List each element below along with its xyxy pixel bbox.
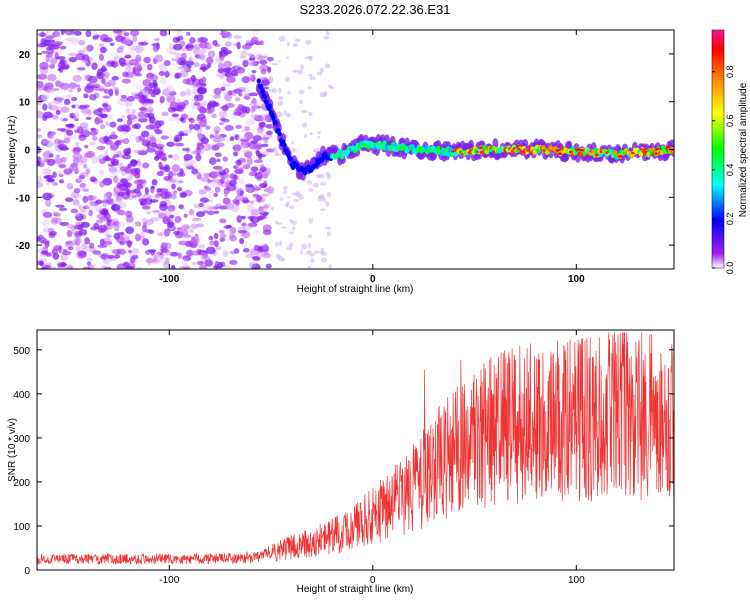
y-tick-label: 300 (13, 434, 30, 445)
x-tick-label: 0 (370, 274, 376, 285)
colorbar-tick-label: 0.4 (725, 164, 735, 177)
spectrogram-blobs (37, 30, 674, 269)
colorbar-gradient (711, 29, 725, 269)
y-tick-label: 0 (24, 566, 30, 577)
y-tick-label: -20 (16, 241, 31, 252)
y-tick-label: 20 (19, 50, 31, 61)
y-tick-label: 400 (13, 390, 30, 401)
snr-panel: -100 0 100 0 100 200 300 400 500 Height of strai… (7, 329, 675, 595)
spectrogram-xlabel: Height of straight line (km) (297, 284, 414, 295)
x-tick-label: 0 (370, 575, 376, 586)
colorbar-tick-label: 0.0 (725, 262, 735, 275)
colorbar-label: Normalized spectral amplitude (738, 82, 749, 217)
x-tick-label: -100 (159, 575, 179, 586)
colorbar-tick-label: 0.6 (725, 115, 735, 128)
figure-title: S233.2026.072.22.36.E31 (299, 2, 450, 17)
y-tick-label: 200 (13, 478, 30, 489)
y-tick-label: 0 (24, 146, 30, 157)
snr-series-line (37, 332, 674, 566)
y-tick-label: 10 (19, 98, 31, 109)
colorbar-tick-label: 0.2 (725, 213, 735, 226)
x-tick-label: 100 (568, 274, 585, 285)
y-tick-label: -10 (16, 193, 31, 204)
colorbar-ticks: 0.0 0.2 0.4 0.6 0.8 (712, 65, 735, 274)
y-tick-label: 100 (13, 522, 30, 533)
y-tick-label: 500 (13, 346, 30, 357)
x-tick-label: 100 (568, 575, 585, 586)
spectrogram-ylabel: Frequency (Hz) (7, 116, 18, 185)
snr-ylabel: SNR (10 * v/v) (7, 418, 18, 482)
snr-xlabel: Height of straight line (km) (297, 584, 414, 595)
snr-ticks: -100 0 100 0 100 200 300 400 500 (13, 330, 674, 586)
colorbar-tick-label: 0.8 (725, 65, 735, 78)
snr-frame (36, 329, 675, 571)
x-tick-label: -100 (159, 274, 179, 285)
colorbar: 0.0 0.2 0.4 0.6 0.8 Normalized spectral ampl… (711, 29, 749, 274)
